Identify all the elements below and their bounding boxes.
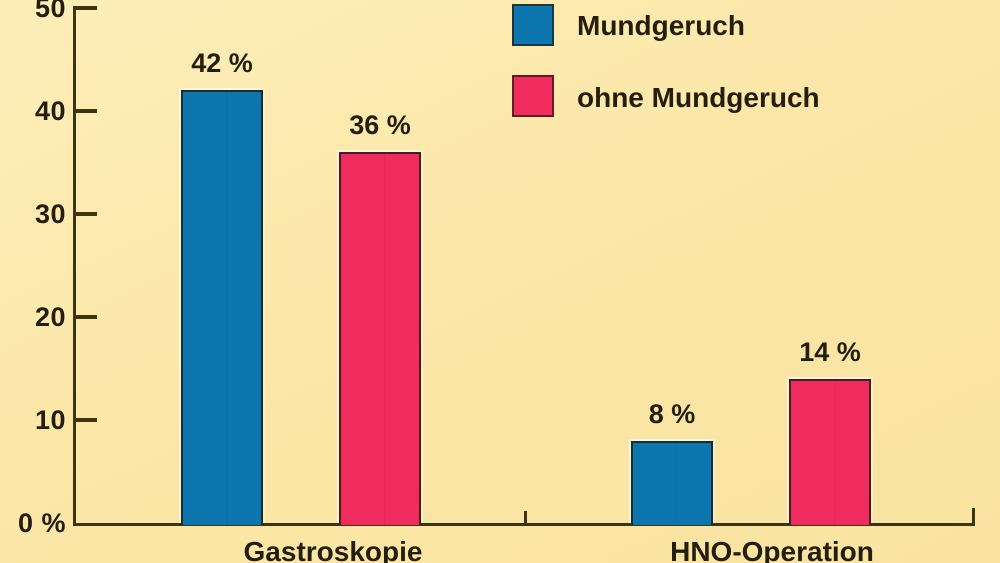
y-axis-tick-label: 30 [34,199,66,229]
x-axis-end-tick [972,508,975,523]
bar-mundgeruch-1 [631,440,713,525]
bar-value-label: 42 % [191,48,253,79]
y-axis-tick-label: 50 [34,0,66,23]
y-axis-tick-label: 10 [34,405,66,435]
x-axis-line [73,523,975,526]
bar-value-label: 8 % [648,398,696,429]
bar-ohne-mundgeruch-1 [789,378,871,525]
y-axis-tick [73,109,97,113]
x-axis-category-label: HNO-Operation [670,536,874,563]
y-axis-tick [73,6,97,10]
y-axis-tick [73,212,97,216]
legend-label-ohne-mundgeruch: ohne Mundgeruch [577,82,820,113]
y-axis-line [73,8,76,526]
legend-swatch-ohne-mundgeruch [512,75,554,117]
legend-label-mundgeruch: Mundgeruch [577,10,745,41]
x-axis-category-label: Gastroskopie [243,536,423,563]
bar-value-label: 14 % [799,336,861,367]
y-axis-tick [73,418,97,422]
x-axis-tick [524,511,527,523]
y-axis-tick-label: 0 % [17,508,66,538]
bar-value-label: 36 % [349,110,411,141]
legend-swatch-mundgeruch [512,4,554,46]
y-axis-tick-label: 20 [34,302,66,332]
y-axis-tick [73,315,97,319]
bar-ohne-mundgeruch-0 [339,152,421,525]
bar-mundgeruch-0 [181,90,263,525]
y-axis-tick-label: 40 [34,96,66,126]
